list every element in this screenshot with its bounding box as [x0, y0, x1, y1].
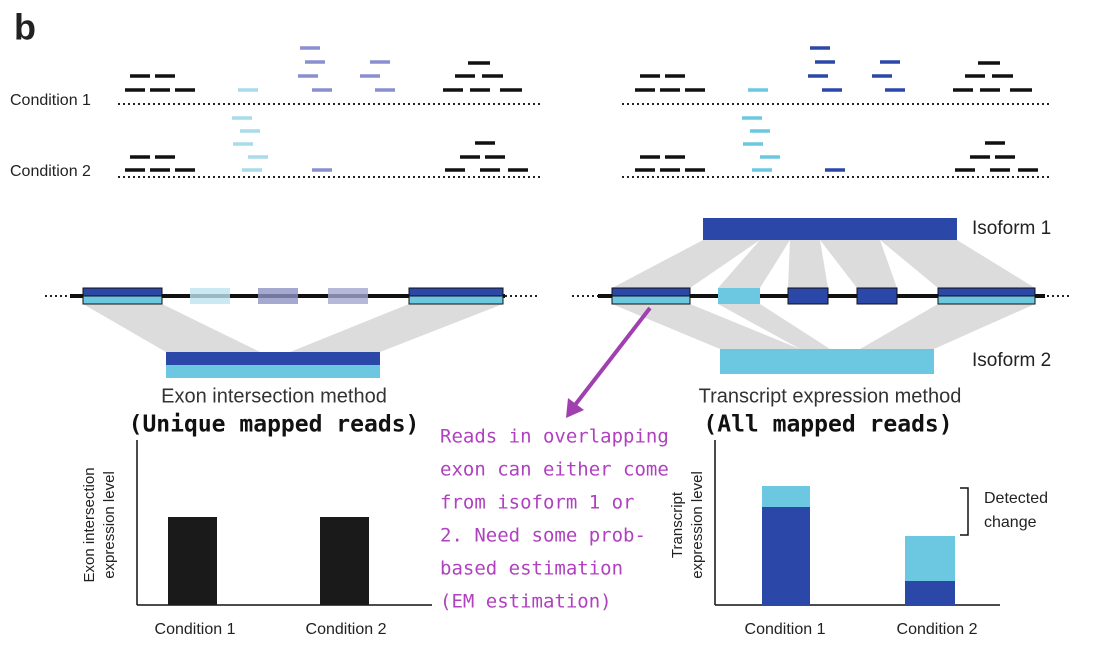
- condition-label: Condition 2: [10, 163, 91, 180]
- x-tick-label: Condition 1: [155, 621, 236, 638]
- x-tick-label: Condition 1: [745, 621, 826, 638]
- panel-label: b: [14, 7, 36, 48]
- y-axis-label: expression level: [689, 471, 706, 579]
- bar-chart: [714, 440, 1000, 606]
- callout-line: 2. Need some prob-: [440, 525, 646, 547]
- reads-label: (Unique mapped reads): [129, 412, 420, 438]
- bar-chart: [136, 440, 432, 606]
- y-axis-label: Transcript: [669, 491, 686, 558]
- annotation: change: [984, 514, 1037, 531]
- callout-arrow: [566, 306, 652, 418]
- method-label: Transcript expression method: [699, 385, 962, 407]
- gene-model: [572, 218, 1070, 374]
- isoform-label: Isoform 2: [972, 350, 1051, 371]
- callout-line: Reads in overlapping: [440, 426, 669, 448]
- annotation: Detected: [984, 490, 1048, 507]
- y-axis-label: expression level: [101, 471, 118, 579]
- x-tick-label: Condition 2: [306, 621, 387, 638]
- reads-label: (All mapped reads): [703, 412, 952, 438]
- callout-line: from isoform 1 or: [440, 492, 634, 514]
- gene-model: [45, 287, 540, 378]
- isoform-label: Isoform 1: [972, 218, 1051, 239]
- y-axis-label: Exon intersection: [81, 467, 98, 582]
- callout-line: based estimation: [440, 558, 623, 580]
- reads: [118, 46, 540, 178]
- reads: [622, 46, 1050, 178]
- callout-line: exon can either come: [440, 459, 669, 481]
- callout: Reads in overlapping exon can either come…: [440, 426, 669, 613]
- condition-label: Condition 1: [10, 92, 91, 109]
- x-tick-label: Condition 2: [897, 621, 978, 638]
- method-label: Exon intersection method: [161, 385, 387, 407]
- callout-line: (EM estimation): [440, 591, 612, 613]
